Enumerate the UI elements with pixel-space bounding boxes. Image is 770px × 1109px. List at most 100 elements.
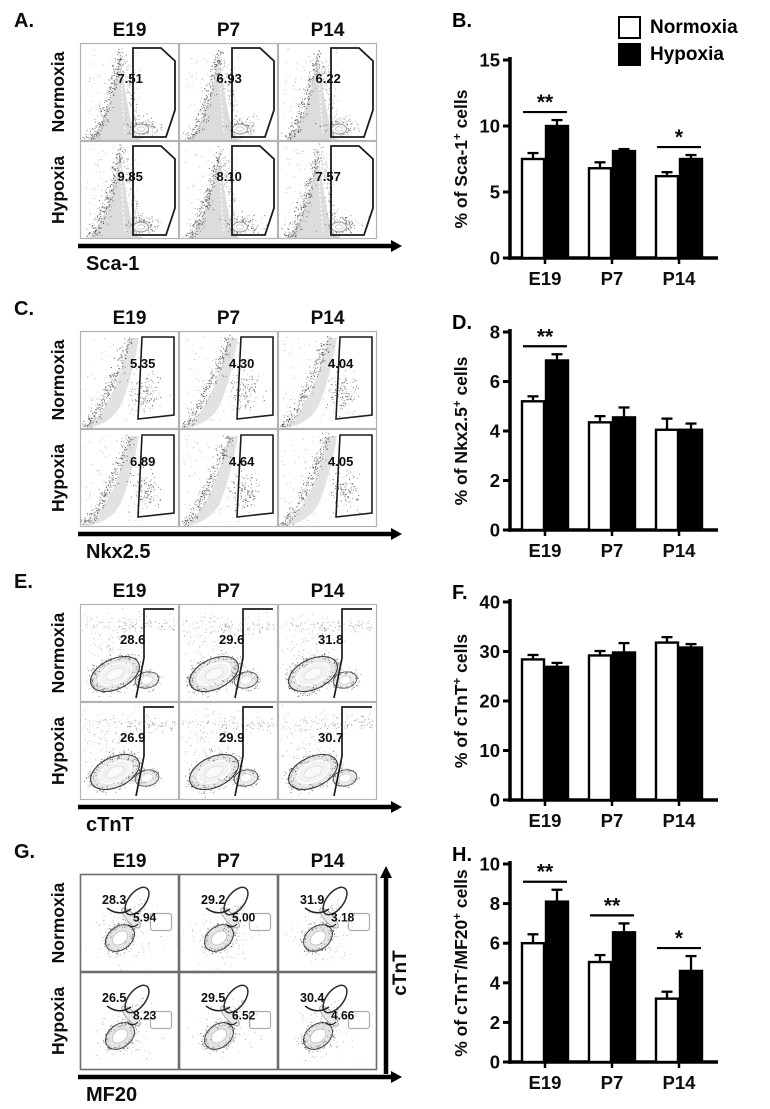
gate-percentage: 6.52 <box>232 1009 256 1023</box>
y-tick-label: 0 <box>490 248 500 269</box>
bar-hypoxia-e19 <box>544 900 570 1064</box>
x-category-label: P14 <box>663 268 697 289</box>
x-category-label: P14 <box>663 810 697 831</box>
y-axis-label-part: % of cTnT <box>452 973 471 1057</box>
x-category-label: P7 <box>601 540 624 561</box>
gate-percentage: 26.5 <box>102 991 126 1005</box>
bar-hypoxia-p7 <box>611 416 637 532</box>
y-tick-label: 10 <box>479 116 500 137</box>
y-axis-label-part: + <box>452 400 464 407</box>
bar-hypoxia-p14 <box>678 157 704 260</box>
gate-percentage: 3.18 <box>331 911 355 925</box>
timepoint-header: E19 <box>113 581 147 602</box>
bar-normoxia-p14 <box>654 174 680 260</box>
x-category-label: P14 <box>663 540 697 561</box>
x-axis-marker-label: Nkx2.5 <box>86 541 151 563</box>
gate-percentage: 26.9 <box>120 730 145 745</box>
y-axis-label-part: % of Nkx2.5 <box>452 407 471 505</box>
y-axis-label-part: + <box>452 677 464 684</box>
x-category-label: P7 <box>601 810 624 831</box>
bar-normoxia-e19 <box>520 157 546 260</box>
bar-chart: 0 2 4 6 8 E19 P7 P14 ** % of Nkx2.5+ cells <box>452 322 718 561</box>
timepoint-header: P7 <box>217 851 240 872</box>
bar-chart: 0 10 20 30 40 E19 P7 P14 % of cTnT+ cells <box>452 592 718 831</box>
panel-label: B. <box>452 10 472 32</box>
gate-percentage: 29.2 <box>201 893 225 907</box>
flow-plot-cell: 29.6 <box>178 603 279 703</box>
gate-percentage: 28.3 <box>102 893 126 907</box>
timepoint-header: P7 <box>217 308 240 329</box>
flow-plot-cell: 6.93 <box>178 42 279 142</box>
y-tick-label: 15 <box>479 50 500 71</box>
flow-plot-cell: 7.51 <box>79 42 180 142</box>
y-tick-label: 6 <box>490 371 500 392</box>
gate-percentage: 4.30 <box>229 356 254 371</box>
bar-normoxia-e19 <box>520 658 546 802</box>
bar-normoxia-p14 <box>654 641 680 802</box>
panel-label: A. <box>14 10 34 32</box>
y-axis-label-part: cells <box>452 356 471 400</box>
x-axis-arrow-icon <box>391 240 402 252</box>
x-category-label: P7 <box>601 268 624 289</box>
bar-hypoxia-e19 <box>544 359 570 532</box>
bar-hypoxia-p7 <box>611 149 637 260</box>
condition-row-label: Normoxia <box>48 612 68 693</box>
y-tick-label: 10 <box>479 854 500 875</box>
bar-hypoxia-p14 <box>678 646 704 802</box>
panel-label: F. <box>452 582 468 604</box>
flow-plot-cell: 7.57 <box>277 140 378 240</box>
x-category-label: P14 <box>663 1072 697 1093</box>
flow-plot-cell: 8.10 <box>178 140 279 240</box>
y-axis-label-part: cells <box>452 634 471 678</box>
x-axis-marker-label: MF20 <box>86 1084 137 1106</box>
x-category-label: E19 <box>529 810 562 831</box>
flow-plot-cell: 26.9 <box>79 701 180 801</box>
gate-percentage: 4.66 <box>331 1009 355 1023</box>
timepoint-header: P14 <box>311 581 345 602</box>
gate-percentage: 5.35 <box>130 356 155 371</box>
flow-plot-cell: 26.5 8.23 <box>79 971 180 1071</box>
gate-percentage: 4.04 <box>328 356 354 371</box>
gate-percentage: 28.6 <box>120 632 145 647</box>
panel-label: E. <box>14 571 33 593</box>
y-tick-label: 0 <box>490 790 500 811</box>
flow-panel-ctnt: E. E19 P7 P14 Normoxia 28.6 29.6 31.8 Hypoxia 26.… <box>14 571 402 836</box>
gate-percentage: 4.05 <box>328 454 353 469</box>
gate-percentage: 7.51 <box>118 71 143 86</box>
gate-percentage: 29.9 <box>219 730 244 745</box>
y-axis-label-part: /MF20 <box>452 919 471 969</box>
condition-row-label: Hypoxia <box>48 987 68 1055</box>
flow-panel-nkx2.5: C. E19 P7 P14 Normoxia 5.35 4.30 4.04 Hypoxia 6.8… <box>14 298 402 563</box>
flow-plot-cell: 30.4 4.66 <box>277 971 378 1071</box>
flow-plot-cell: 28.6 <box>79 603 180 703</box>
x-axis-marker-label: Sca-1 <box>86 253 139 275</box>
y-tick-label: 4 <box>490 972 501 993</box>
y-tick-label: 5 <box>490 182 500 203</box>
flow-plot-cell: 31.8 <box>277 603 378 703</box>
y-tick-label: 0 <box>490 1052 500 1073</box>
significance-marker: ** <box>537 91 554 114</box>
legend: Normoxia Hypoxia <box>618 14 738 68</box>
bar-hypoxia-p7 <box>611 931 637 1064</box>
bar-normoxia-p7 <box>587 421 613 532</box>
gate-percentage: 31.9 <box>300 893 324 907</box>
condition-row-label: Normoxia <box>48 51 68 132</box>
bar-normoxia-p14 <box>654 997 680 1064</box>
bar-normoxia-p7 <box>587 960 613 1064</box>
y-tick-label: 10 <box>479 740 500 761</box>
bar-normoxia-p7 <box>587 654 613 802</box>
y-axis-arrow-icon <box>380 866 392 878</box>
flow-plot-cell: 4.05 <box>277 428 378 528</box>
gate-percentage: 8.10 <box>217 169 242 184</box>
x-category-label: E19 <box>529 1072 562 1093</box>
flow-plot-cell: 9.85 <box>79 140 180 240</box>
gate-percentage: 7.57 <box>316 169 341 184</box>
x-axis-marker-label: cTnT <box>86 814 134 836</box>
y-tick-label: 8 <box>490 322 500 343</box>
timepoint-header: P14 <box>311 851 345 872</box>
gate-percentage: 6.22 <box>316 71 341 86</box>
flow-plot-cell: 29.5 6.52 <box>178 971 279 1071</box>
x-axis-arrow-icon <box>391 801 402 813</box>
